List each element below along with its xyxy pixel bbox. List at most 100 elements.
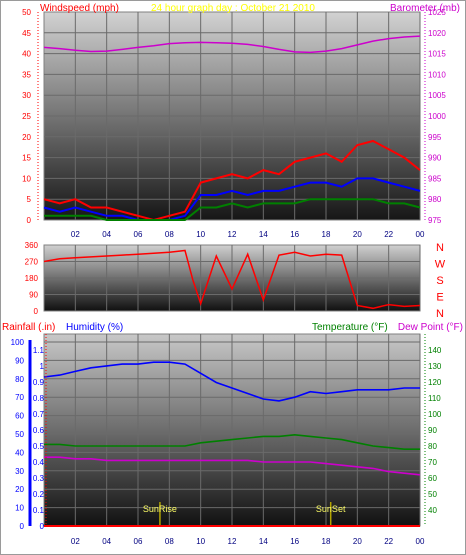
barometer-ylabel: Barometer (mb) [390,3,460,14]
humidity-tick-label: 10 [15,504,24,513]
wind-grid [44,12,421,220]
barometer-tick-label: 1025 [428,8,446,17]
x-tick-label: 18 [322,537,331,546]
rainfall-tick-label: 0.3 [33,474,45,483]
wind-series [43,35,421,222]
barometer-tick-label: 1010 [428,70,446,79]
x-tick-label: 14 [259,230,268,239]
x-tick-label: 02 [71,537,80,546]
rainfall-tick-label: 0 [40,522,45,531]
x-tick-label: 10 [196,230,205,239]
temperature-humidity-panel: SunRise SunSet 0 10 20 30 40 50 60 70 80 90 10 00 0.1… [2,322,463,546]
x-tick-label: 16 [290,537,299,546]
x-tick-label: 10 [196,537,205,546]
humidity-tick-label: 70 [15,393,24,402]
temperature-tick-label: 50 [428,490,437,499]
barometer-tick-label: 985 [428,174,442,183]
wind-tick-label: 30 [22,91,31,100]
x-tick-label: 00 [416,230,425,239]
rainfall-tick-label: 1 [40,362,45,371]
direction-tick-label: 270 [25,258,39,267]
x-tick-label: 04 [102,537,111,546]
temperature-axes: 0 10 20 30 40 50 60 70 80 90 10 00 0.1 0.2 0.3 0.4 0.5 0.… [11,334,442,546]
rainfall-tick-label: 1.1 [33,346,45,355]
humidity-tick-label: 30 [15,467,24,476]
x-tick-label: 20 [353,230,362,239]
x-tick-label: 18 [322,230,331,239]
temperature-tick-label: 120 [428,378,442,387]
direction-line [43,249,421,310]
compass-letter: E [436,292,443,304]
temperature-tick-label: 60 [428,474,437,483]
x-tick-label: 08 [165,230,174,239]
direction-series [43,249,421,310]
rainfall-tick-label: 0.5 [33,442,45,451]
humidity-tick-label: 50 [15,430,24,439]
temperature-line [44,433,420,450]
rainfall-tick-label: 0.7 [33,410,45,419]
compass-letter: W [435,259,446,271]
x-tick-label: 00 [416,537,425,546]
sun-marker-label: SunSet [316,504,346,514]
x-tick-label: 22 [384,230,393,239]
direction-grid [44,245,421,311]
temperature-tick-label: 80 [428,442,437,451]
rainfall-tick-label: 0.2 [33,490,45,499]
x-tick-label: 04 [102,230,111,239]
x-tick-label: 20 [353,537,362,546]
humidity-ylabel: Humidity (%) [66,322,123,333]
avg-line [43,177,421,221]
x-tick-label: 12 [228,537,237,546]
direction-tick-label: 90 [29,291,38,300]
rainfall-tick-label: 0.8 [33,394,45,403]
barometer-tick-label: 995 [428,133,442,142]
x-tick-label: 02 [71,230,80,239]
x-tick-label: 16 [290,230,299,239]
barometer-tick-label: 1015 [428,50,446,59]
wind-barometer-panel: 0510152025303540455097598098599099510001… [22,3,460,239]
x-tick-label: 22 [384,537,393,546]
humidity-line [43,361,420,402]
rainfall-tick-label: 0.1 [33,506,45,515]
dewpoint-ylabel: Dew Point (°F) [398,322,463,333]
wind-axes: 0510152025303540455097598098599099510001… [22,8,446,239]
barometer-tick-label: 975 [428,216,442,225]
rainfall-tick-label: 0.9 [33,378,45,387]
barometer-tick-label: 1000 [428,112,446,121]
direction-tick-label: 180 [25,274,39,283]
compass-letter: N [436,242,444,254]
temperature-tick-label: 110 [428,394,441,403]
rainfall-tick-label: 0.4 [33,458,45,467]
sun-marker-label: SunRise [143,504,177,514]
compass-letter: N [436,308,444,320]
temperature-tick-label: 70 [428,458,437,467]
wind-tick-label: 15 [22,154,31,163]
low-line [44,198,421,221]
humidity-tick-label: 20 [15,485,24,494]
wind-tick-label: 5 [27,195,32,204]
humidity-tick-label: 90 [15,356,24,365]
wind-tick-label: 10 [22,174,31,183]
x-tick-label: 12 [228,230,237,239]
barometer-tick-label: 1005 [428,91,446,100]
humidity-tick-label: 80 [15,375,24,384]
wind-tick-label: 25 [22,112,31,121]
wind-tick-label: 0 [27,216,32,225]
wind-tick-label: 20 [22,133,31,142]
wind-tick-label: 50 [22,8,31,17]
compass-letter: S [436,275,443,287]
dewpoint-line [44,456,421,476]
temperature-ylabel: Temperature (°F) [312,322,388,333]
humidity-tick-label: 60 [15,412,24,421]
chart-title: 24 hour graph day : October 21 2010 [151,3,315,14]
rainfall-tick-label: 0.6 [33,426,45,435]
humidity-tick-label: 40 [15,448,24,457]
temperature-tick-label: 40 [428,506,437,515]
x-tick-label: 14 [259,537,268,546]
wind-tick-label: 35 [22,70,31,79]
direction-tick-label: 0 [34,307,39,316]
x-tick-label: 06 [134,230,143,239]
